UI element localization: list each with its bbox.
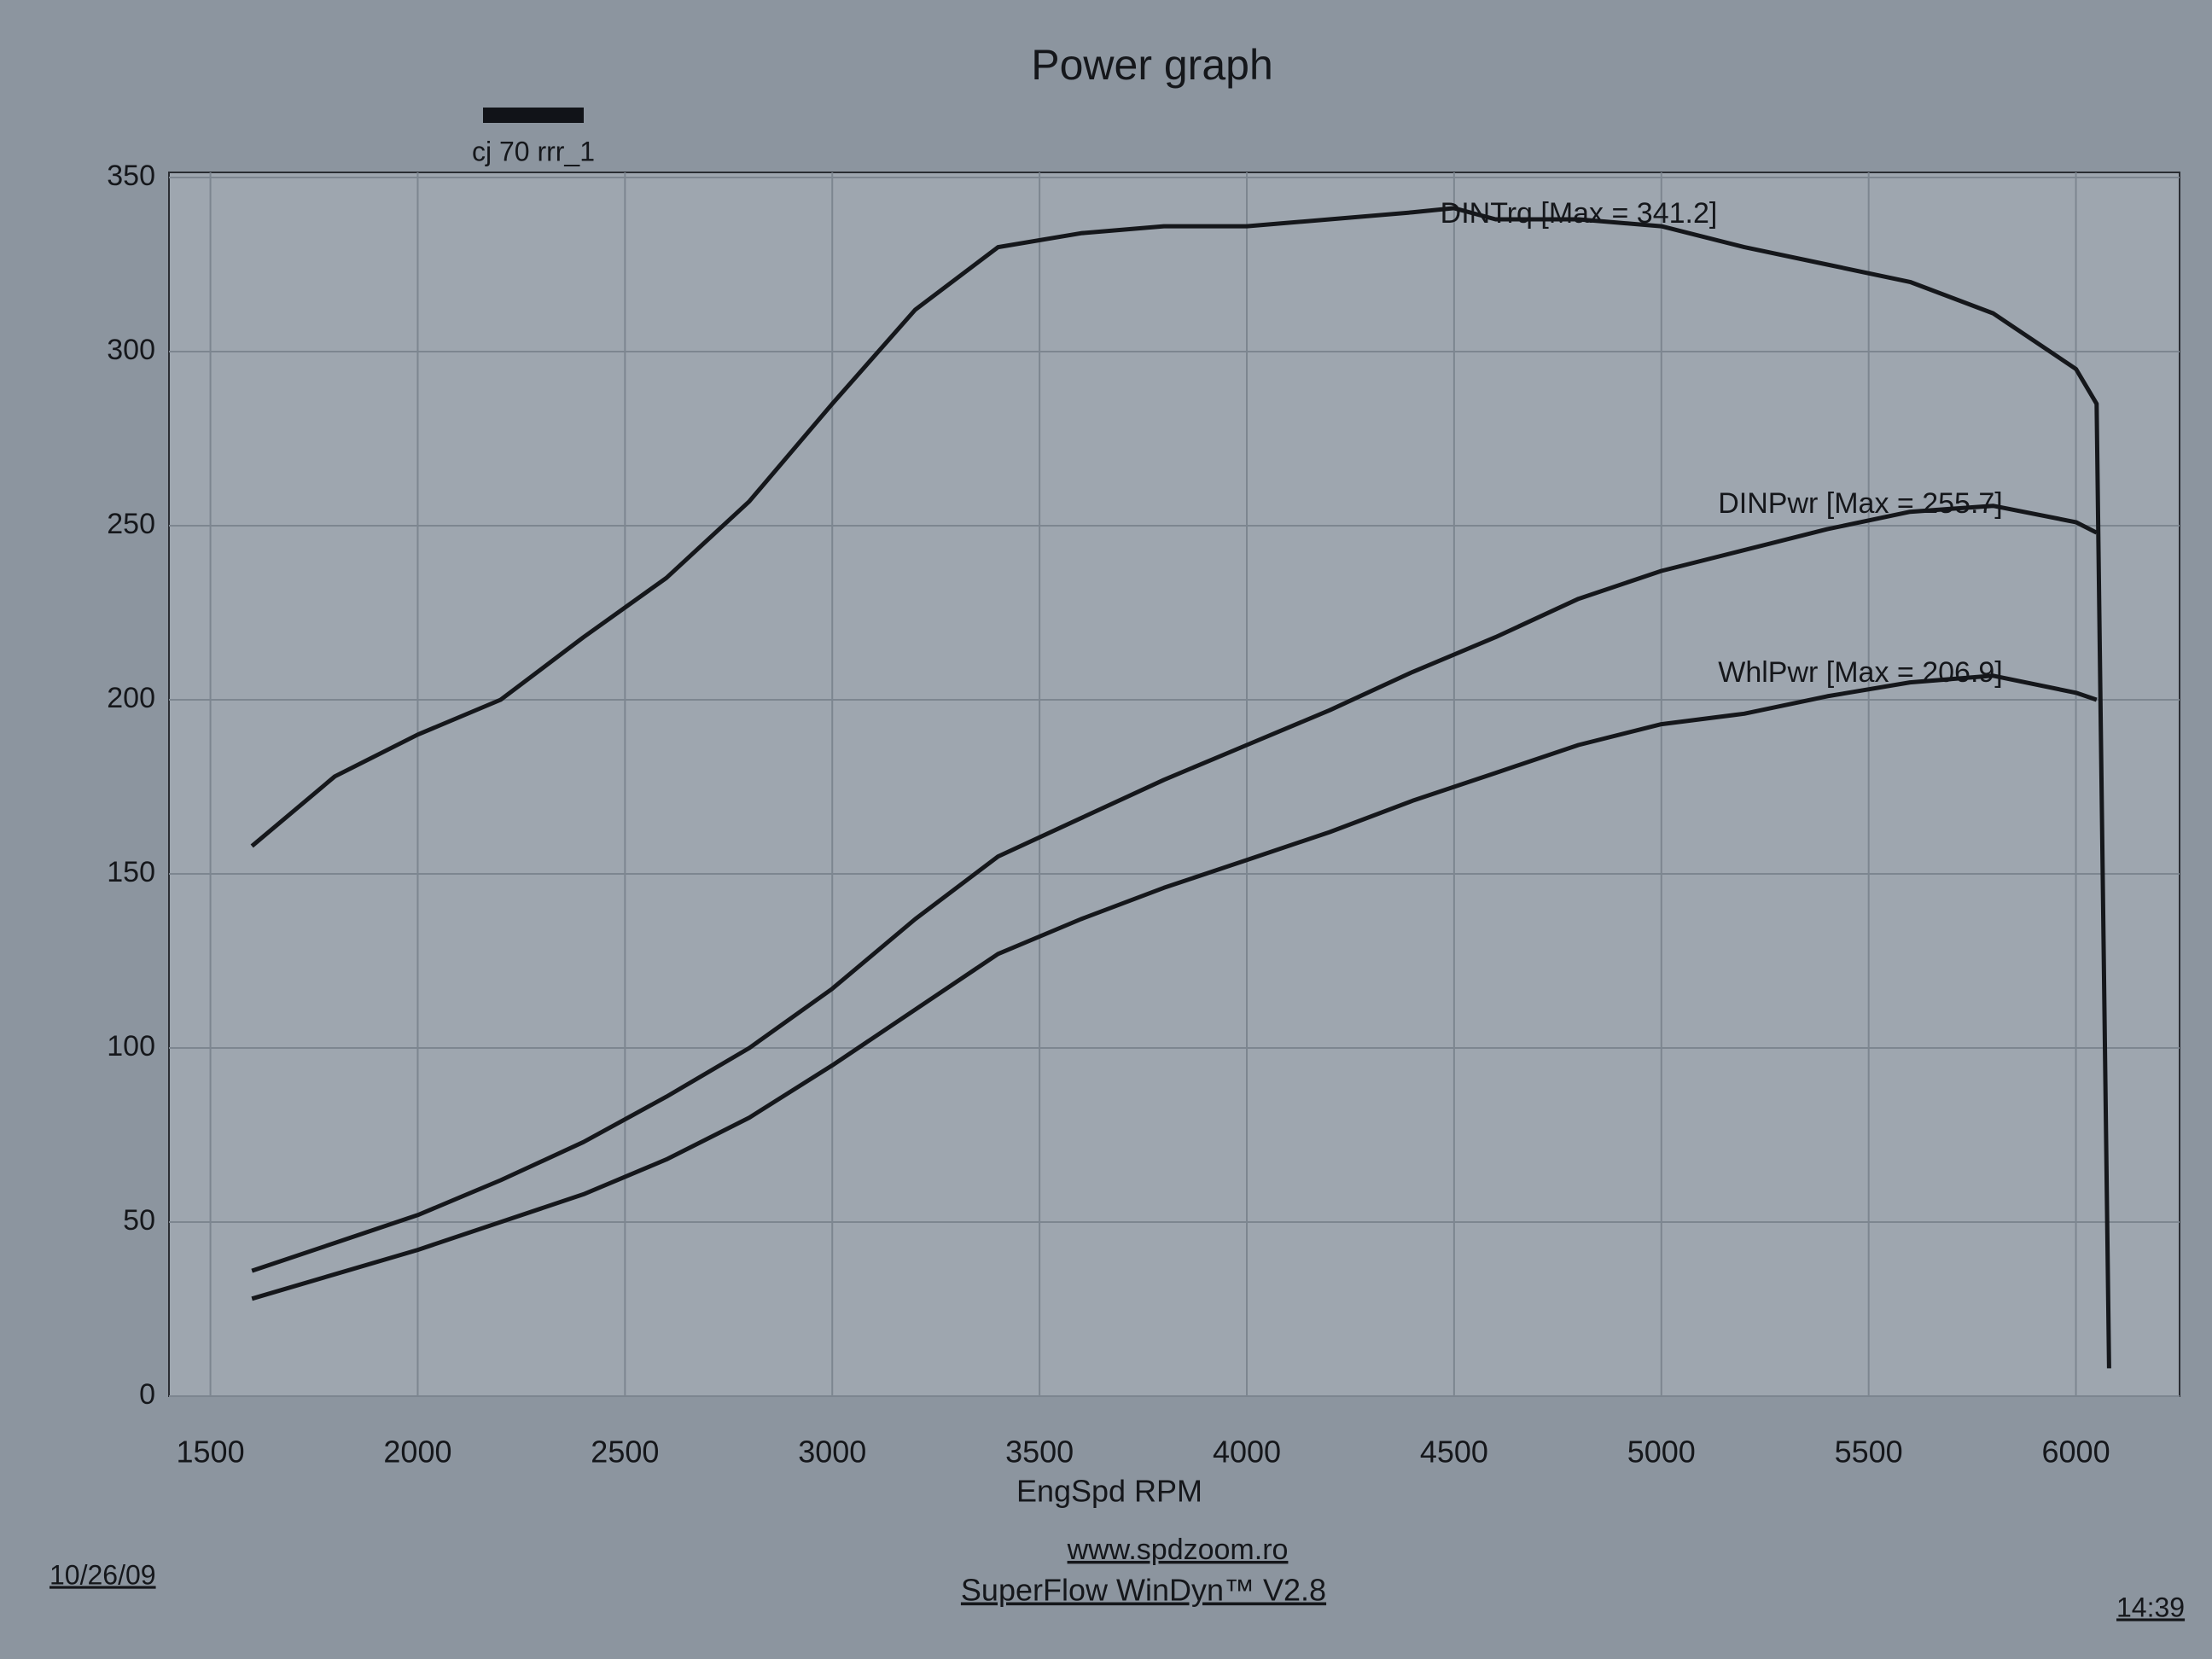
y-tick-label: 350 — [107, 160, 155, 192]
legend-swatch — [483, 108, 584, 123]
legend-label: cj 70 rrr_1 — [472, 136, 595, 166]
y-tick-label: 200 — [107, 682, 155, 714]
series-line — [251, 673, 2098, 1301]
plot-area — [168, 172, 2180, 1397]
series-line — [251, 504, 2098, 1273]
y-tick-label: 250 — [107, 508, 155, 540]
y-tick-label: 150 — [107, 856, 155, 888]
series-annotation: DINTrq [Max = 341.2] — [1441, 197, 1718, 230]
footer-date: 10/26/09 — [49, 1559, 156, 1590]
x-tick-label: 2500 — [591, 1435, 659, 1470]
series-annotation: WhlPwr [Max = 206.9] — [1718, 656, 2003, 689]
x-tick-label: 1500 — [177, 1435, 245, 1470]
footer-time: 14:39 — [2116, 1592, 2185, 1622]
x-axis-label: EngSpd RPM — [1016, 1474, 1202, 1509]
x-tick-label: 3500 — [1005, 1435, 1074, 1470]
y-tick-label: 300 — [107, 334, 155, 366]
x-tick-label: 5500 — [1835, 1435, 1903, 1470]
x-tick-label: 2000 — [383, 1435, 451, 1470]
y-tick-label: 50 — [123, 1204, 155, 1237]
x-tick-label: 6000 — [2042, 1435, 2110, 1470]
series-annotation: DINPwr [Max = 255.7] — [1718, 487, 2003, 520]
y-tick-label: 0 — [139, 1378, 155, 1411]
footer-url: www.spdzoom.ro — [1067, 1534, 1289, 1566]
footer-software: SuperFlow WinDyn™ V2.8 — [961, 1573, 1326, 1608]
x-tick-label: 4000 — [1213, 1435, 1281, 1470]
chart-title: Power graph — [1031, 41, 1273, 89]
x-tick-label: 4500 — [1420, 1435, 1488, 1470]
x-tick-label: 3000 — [798, 1435, 866, 1470]
series-line — [250, 206, 2111, 1369]
x-tick-label: 5000 — [1627, 1435, 1696, 1470]
y-tick-label: 100 — [107, 1030, 155, 1062]
